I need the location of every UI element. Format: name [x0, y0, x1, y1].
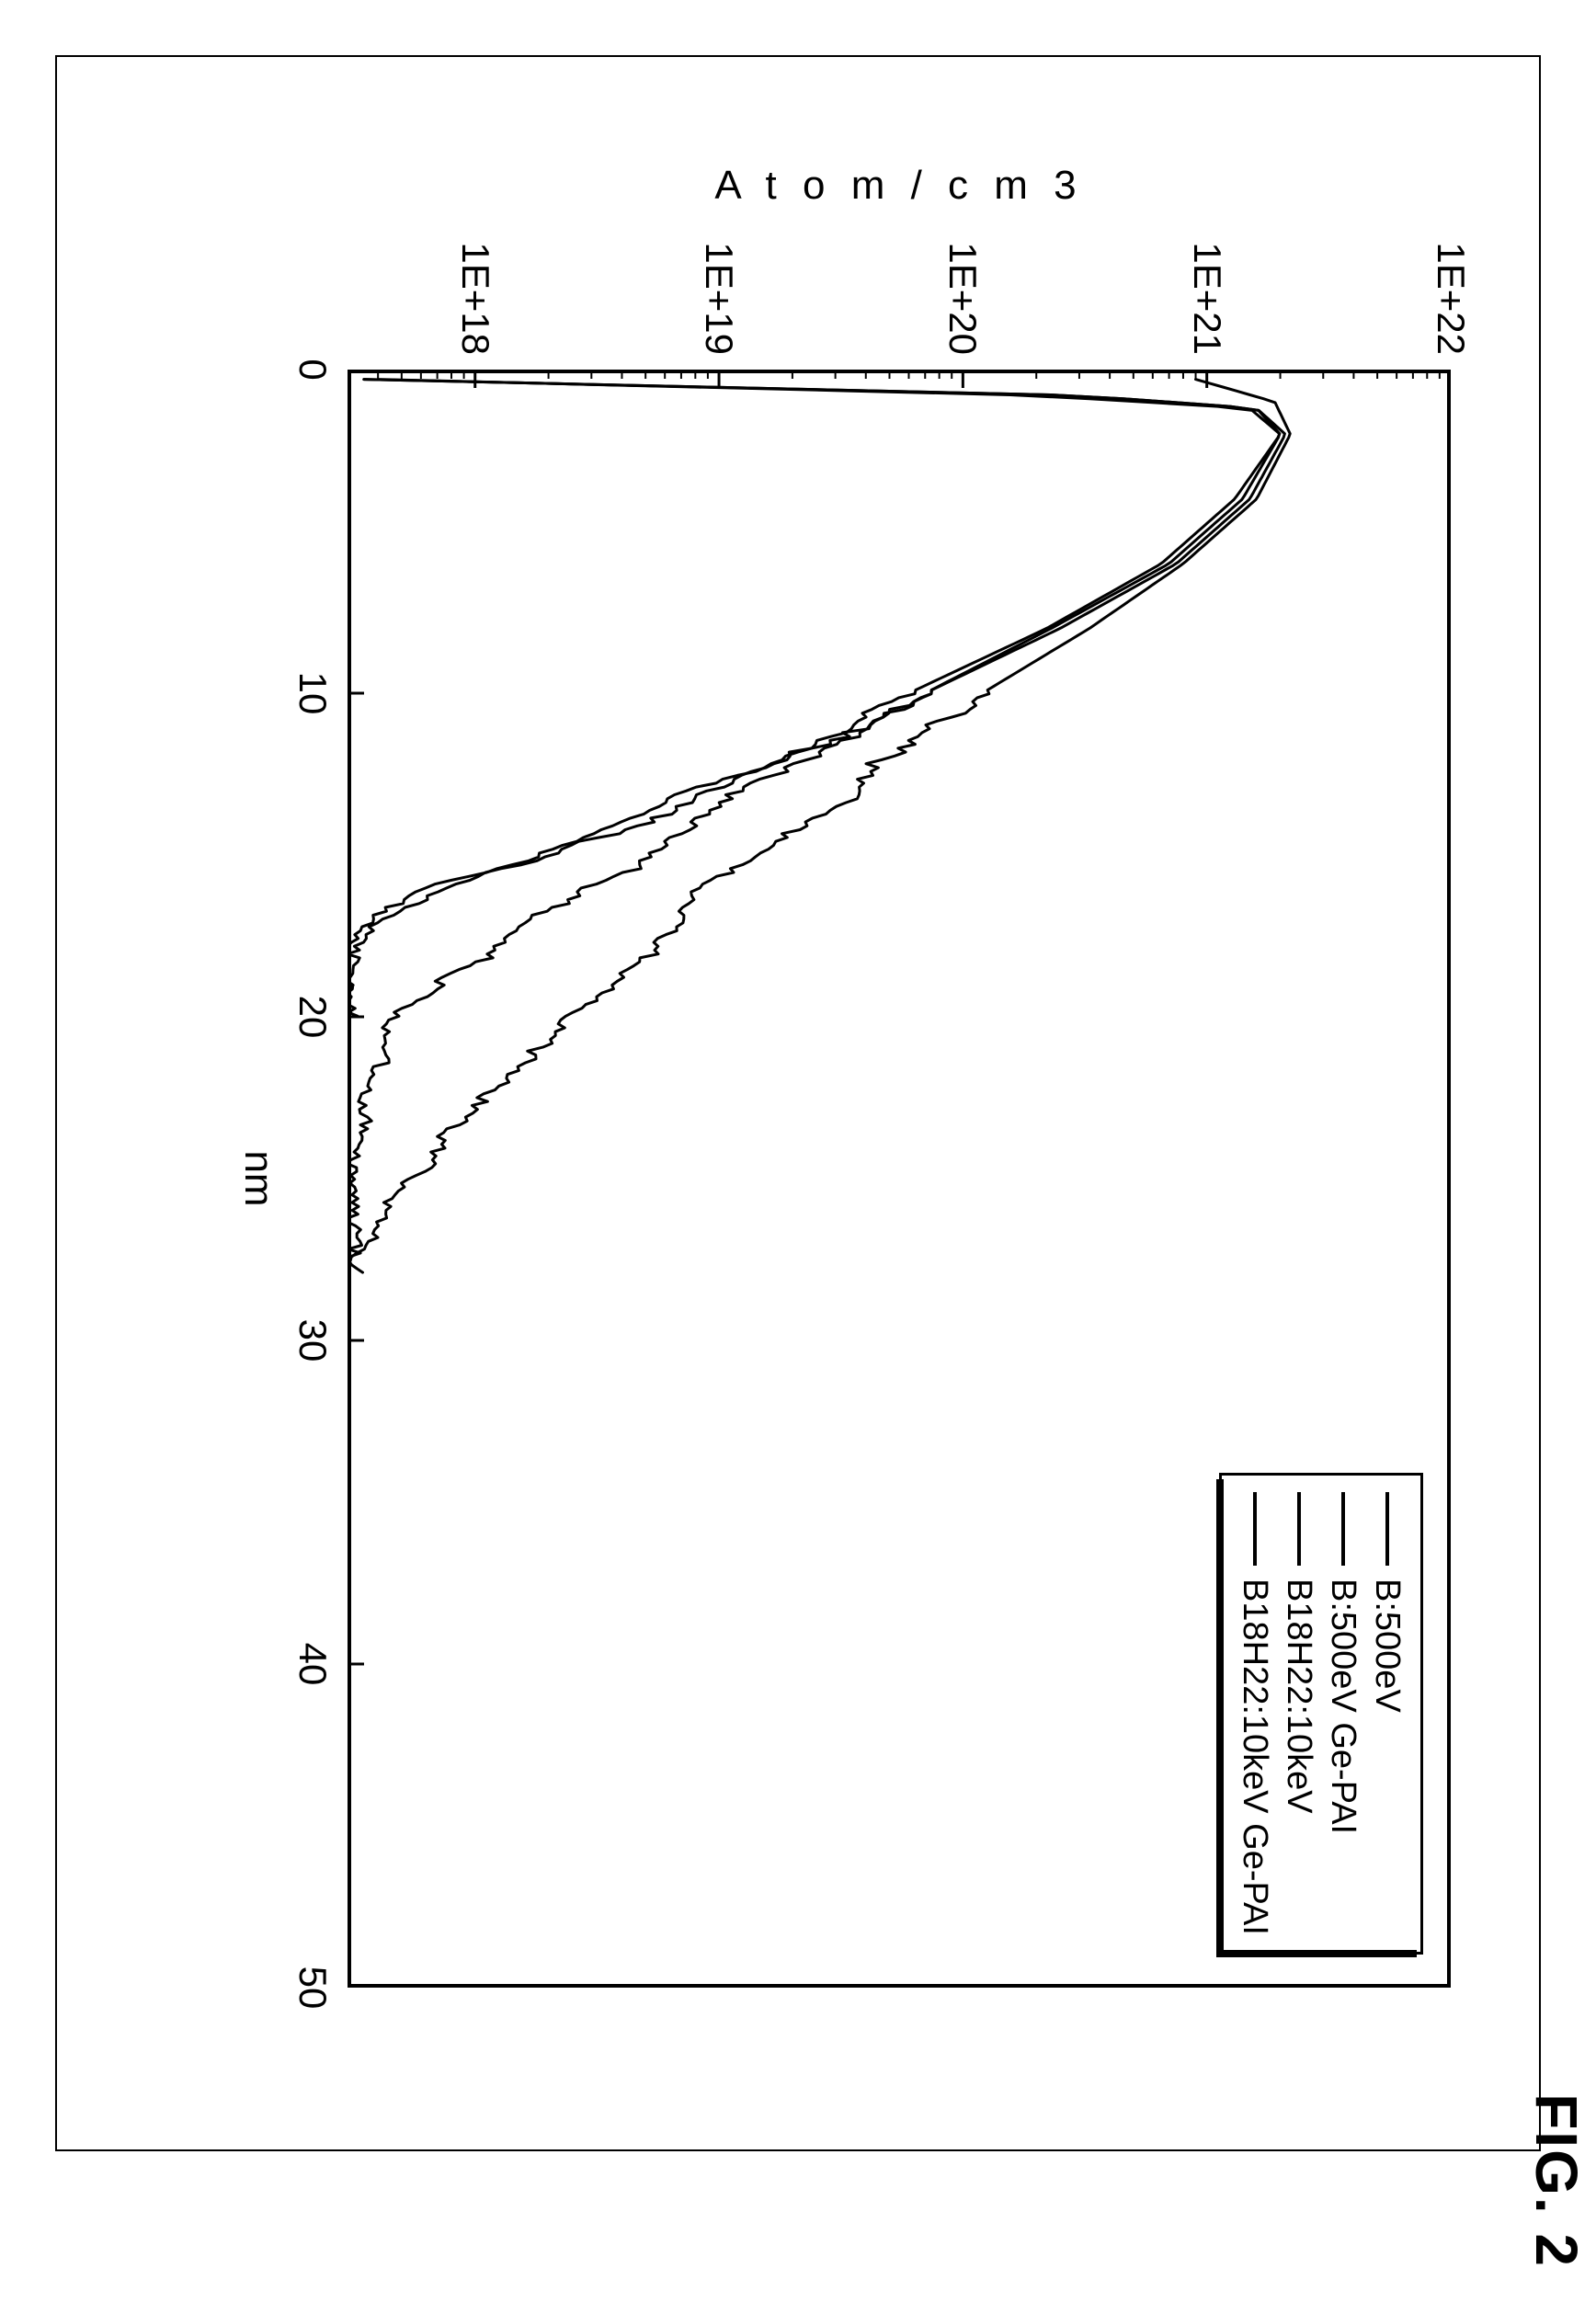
y-tick-label: 1E+18 [453, 242, 497, 355]
y-tick-label: 1E+22 [1429, 242, 1473, 355]
chart-area: nm A t o m / c m 3 B:500eVB:500eV Ge-PAI… [94, 94, 1506, 2116]
x-tick-label: 0 [291, 359, 335, 380]
legend-line-icon [1297, 1492, 1301, 1566]
legend-row: B:500eV [1365, 1492, 1409, 1935]
legend-label: B:500eV [1368, 1579, 1408, 1713]
series-line [348, 380, 1280, 1017]
series-line [348, 380, 1284, 1017]
x-tick-label: 20 [291, 996, 335, 1039]
legend-row: B:500eV Ge-PAI [1321, 1492, 1365, 1935]
x-tick-label: 30 [291, 1319, 335, 1362]
y-tick-label: 1E+19 [697, 242, 741, 355]
x-tick-label: 40 [291, 1643, 335, 1686]
legend-row: B18H22:10keV Ge-PAI [1233, 1492, 1277, 1935]
figure-frame: nm A t o m / c m 3 B:500eVB:500eV Ge-PAI… [55, 55, 1541, 2151]
page: nm A t o m / c m 3 B:500eVB:500eV Ge-PAI… [0, 0, 1596, 2314]
y-tick-label: 1E+21 [1185, 242, 1229, 355]
x-axis-label: nm [235, 1150, 281, 1206]
series-line [348, 380, 1280, 1273]
y-tick-label: 1E+20 [940, 242, 985, 355]
legend-label: B:500eV Ge-PAI [1324, 1579, 1363, 1834]
y-axis-label: A t o m / c m 3 [714, 163, 1083, 209]
legend-line-icon [1341, 1492, 1345, 1566]
legend-label: B18H22:10keV Ge-PAI [1236, 1579, 1275, 1935]
series-line [348, 380, 1290, 1273]
rotated-figure: nm A t o m / c m 3 B:500eVB:500eV Ge-PAI… [94, 94, 1506, 2116]
legend-line-icon [1253, 1492, 1257, 1566]
x-tick-label: 10 [291, 672, 335, 715]
legend-row: B18H22:10keV [1277, 1492, 1321, 1935]
legend: B:500eVB:500eV Ge-PAIB18H22:10keVB18H22:… [1219, 1473, 1423, 1955]
figure-caption: FIG. 2 [1522, 2093, 1590, 2268]
x-tick-label: 50 [291, 1966, 335, 2010]
legend-line-icon [1385, 1492, 1389, 1566]
legend-label: B18H22:10keV [1280, 1579, 1319, 1814]
